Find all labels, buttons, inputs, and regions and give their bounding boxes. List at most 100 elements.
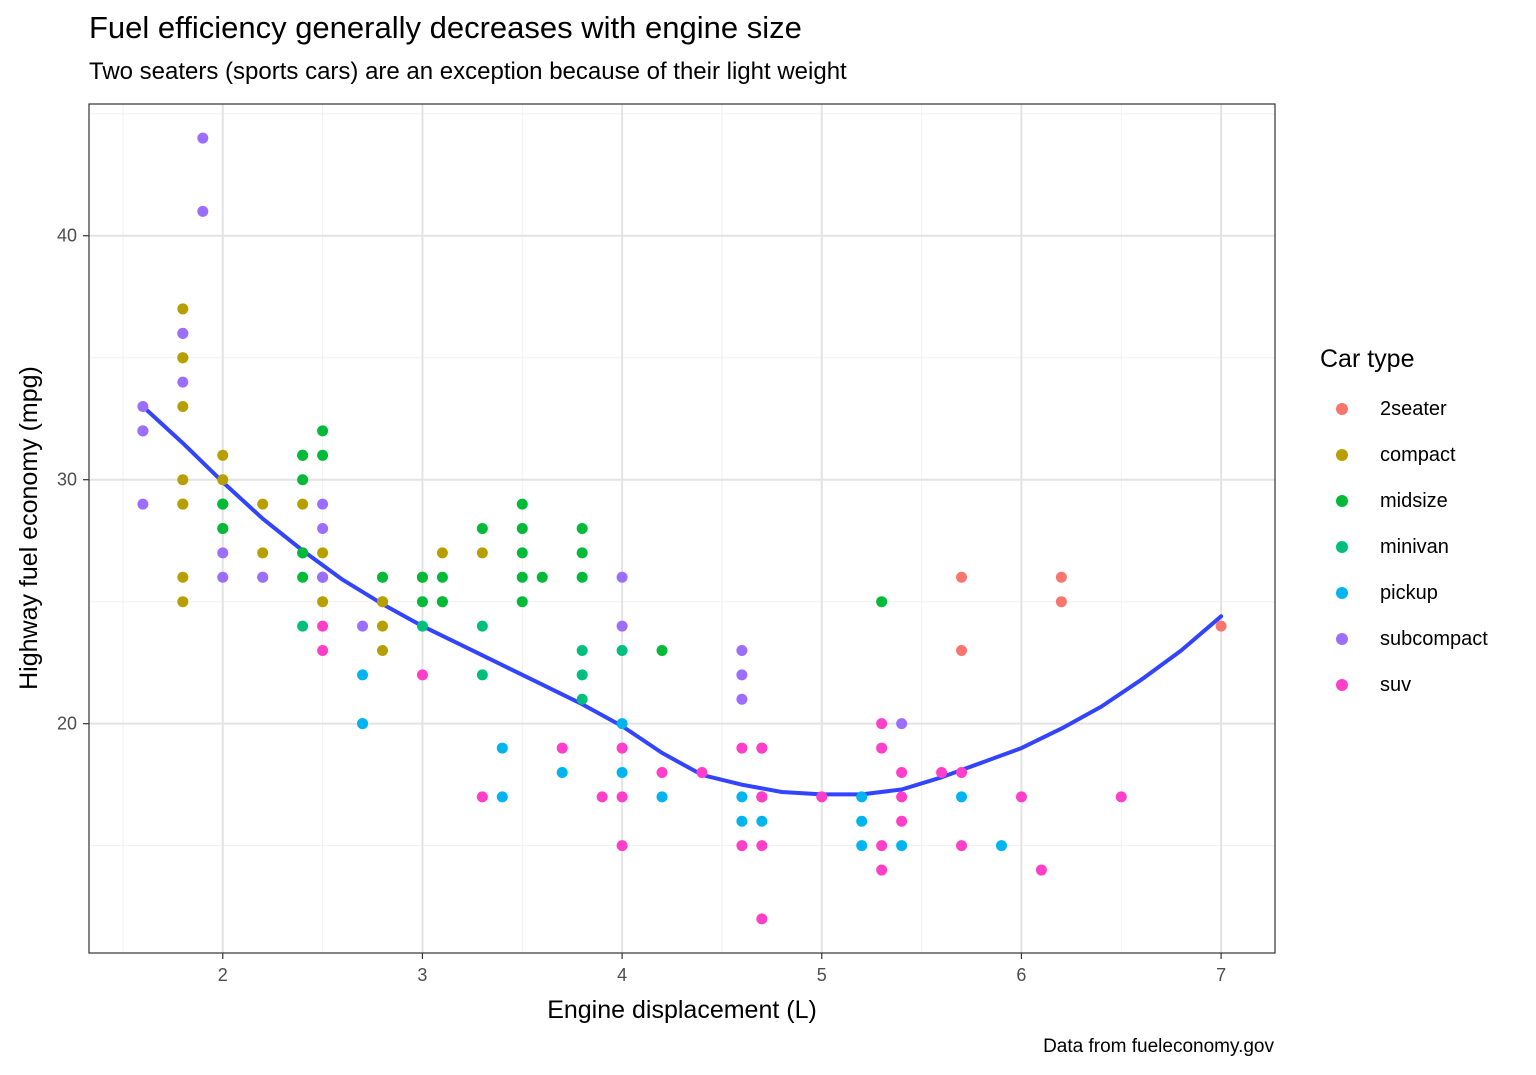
point-suv — [317, 620, 329, 632]
chart-title: Fuel efficiency generally decreases with… — [89, 10, 802, 45]
point-subcompact — [257, 571, 269, 583]
x-axis-ticks: 2 3 4 5 6 7 — [218, 953, 1226, 985]
point-2seater — [1215, 620, 1227, 632]
point-suv — [556, 742, 568, 754]
y-tick-label: 40 — [57, 226, 77, 246]
point-subcompact — [616, 620, 628, 632]
legend-item-minivan: minivan — [1320, 524, 1488, 570]
point-suv — [956, 766, 968, 778]
legend-item-pickup: pickup — [1320, 570, 1488, 616]
point-pickup — [496, 791, 508, 803]
point-midsize — [516, 547, 528, 559]
point-pickup — [856, 815, 868, 827]
point-compact — [377, 596, 389, 608]
point-compact — [177, 303, 189, 315]
point-pickup — [736, 791, 748, 803]
smooth-trend-layer — [140, 404, 1224, 797]
point-pickup — [736, 815, 748, 827]
point-midsize — [576, 523, 588, 534]
point-midsize — [536, 571, 548, 583]
point-suv — [876, 840, 888, 852]
legend-key — [1336, 541, 1348, 553]
point-compact — [476, 547, 488, 559]
legend-key — [1336, 587, 1348, 599]
point-suv — [876, 742, 888, 754]
point-suv — [696, 766, 708, 778]
legend-label: midsize — [1380, 489, 1448, 512]
point-minivan — [297, 620, 309, 632]
point-suv — [1015, 791, 1027, 803]
point-midsize — [436, 596, 448, 608]
point-minivan — [416, 620, 428, 632]
point-suv — [616, 840, 628, 852]
point-suv — [816, 791, 828, 803]
point-suv — [1035, 864, 1047, 876]
legend-item-2seater: 2seater — [1320, 386, 1488, 432]
legend-label: suv — [1380, 673, 1412, 696]
point-compact — [317, 547, 329, 559]
chart-subtitle: Two seaters (sports cars) are an excepti… — [89, 58, 847, 85]
y-axis-title: Highway fuel economy (mpg) — [15, 366, 43, 690]
legend-item-subcompact: subcompact — [1320, 616, 1488, 662]
point-midsize — [516, 596, 528, 608]
y-axis-ticks: 20 30 40 — [57, 226, 89, 734]
legend-key — [1336, 679, 1348, 691]
point-pickup — [616, 766, 628, 778]
point-subcompact — [896, 718, 908, 730]
point-pickup — [616, 718, 628, 730]
point-subcompact — [736, 669, 748, 681]
point-compact — [436, 547, 448, 559]
y-tick-label: 30 — [57, 470, 77, 490]
point-pickup — [856, 840, 868, 852]
point-midsize — [297, 547, 309, 559]
legend-item-compact: compact — [1320, 432, 1488, 478]
point-midsize — [516, 571, 528, 583]
point-minivan — [616, 644, 628, 656]
point-pickup — [656, 791, 668, 803]
point-compact — [377, 644, 389, 656]
point-subcompact — [137, 498, 149, 510]
point-minivan — [576, 669, 588, 681]
point-midsize — [317, 449, 329, 461]
point-2seater — [1055, 571, 1067, 583]
point-midsize — [297, 449, 309, 461]
point-suv — [416, 669, 428, 681]
point-compact — [177, 474, 189, 486]
point-suv — [476, 791, 488, 803]
point-subcompact — [736, 644, 748, 656]
point-suv — [616, 742, 628, 754]
point-midsize — [516, 523, 528, 534]
x-tick-label: 5 — [817, 965, 827, 985]
point-pickup — [496, 742, 508, 754]
point-compact — [217, 474, 229, 486]
point-subcompact — [177, 376, 189, 388]
point-subcompact — [197, 205, 209, 217]
legend-key — [1336, 633, 1348, 645]
point-midsize — [317, 425, 329, 437]
point-suv — [756, 742, 768, 754]
point-midsize — [516, 498, 528, 510]
point-2seater — [956, 571, 968, 583]
point-midsize — [217, 523, 229, 534]
point-midsize — [656, 644, 668, 656]
x-axis-title: Engine displacement (L) — [547, 996, 817, 1024]
point-suv — [596, 791, 608, 803]
point-compact — [257, 498, 269, 510]
legend-label: 2seater — [1380, 397, 1447, 420]
point-compact — [317, 596, 329, 608]
point-suv — [1115, 791, 1127, 803]
x-tick-label: 3 — [417, 965, 427, 985]
plot-panel-background — [89, 104, 1275, 953]
point-suv — [896, 766, 908, 778]
point-subcompact — [357, 620, 369, 632]
point-2seater — [1055, 596, 1067, 608]
point-suv — [896, 791, 908, 803]
point-suv — [896, 815, 908, 827]
point-subcompact — [137, 401, 149, 413]
point-midsize — [297, 474, 309, 486]
point-midsize — [377, 571, 389, 583]
point-subcompact — [177, 327, 189, 339]
point-compact — [177, 498, 189, 510]
point-subcompact — [217, 547, 229, 559]
